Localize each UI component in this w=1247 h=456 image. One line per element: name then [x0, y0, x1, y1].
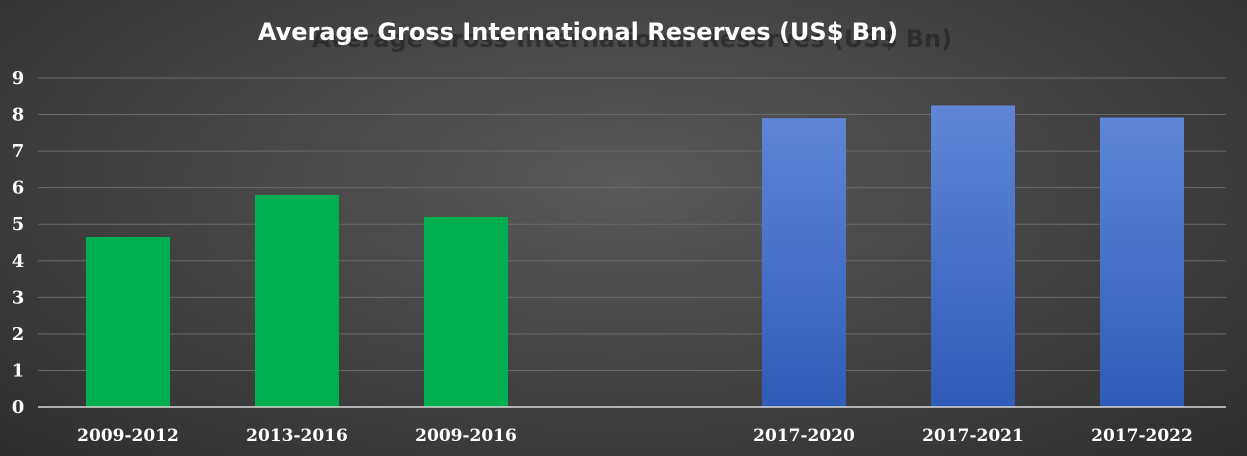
y-axis-ticks: 0 1 2 3 4 5 6 7 8 9 [12, 68, 25, 418]
bar-2013-2016 [255, 194, 339, 407]
y-tick-label: 8 [12, 105, 25, 126]
x-axis-labels: 2009-2012 2013-2016 2009-2016 2017-2020 2017… [77, 426, 1193, 446]
x-tick-label: 2013-2016 [246, 426, 348, 446]
y-tick-label: 3 [12, 287, 25, 308]
y-tick-label: 1 [12, 360, 25, 381]
gridlines [38, 77, 1226, 371]
x-tick-label: 2009-2012 [77, 426, 179, 446]
y-tick-label: 0 [12, 397, 25, 418]
y-tick-label: 7 [12, 141, 25, 162]
chart-title: Average Gross International Reserves (US… [258, 18, 898, 46]
y-tick-label: 4 [12, 251, 25, 272]
x-tick-label: 2017-2021 [922, 426, 1024, 446]
chart-title-shadow: Average Gross International Reserves (US… [312, 25, 952, 53]
bar-2017-2022 [1100, 117, 1184, 407]
bar-2017-2020 [762, 118, 846, 407]
bar-2009-2012 [86, 237, 170, 407]
x-tick-label: 2017-2022 [1091, 426, 1193, 446]
y-tick-label: 5 [12, 214, 25, 235]
y-tick-label: 6 [12, 178, 25, 199]
bars [86, 105, 1184, 408]
x-tick-label: 2009-2016 [415, 426, 517, 446]
y-tick-label: 9 [12, 68, 25, 89]
x-tick-label: 2017-2020 [753, 426, 855, 446]
bar-2009-2016 [424, 216, 508, 407]
bar-2017-2021 [931, 105, 1015, 408]
y-tick-label: 2 [12, 324, 25, 345]
